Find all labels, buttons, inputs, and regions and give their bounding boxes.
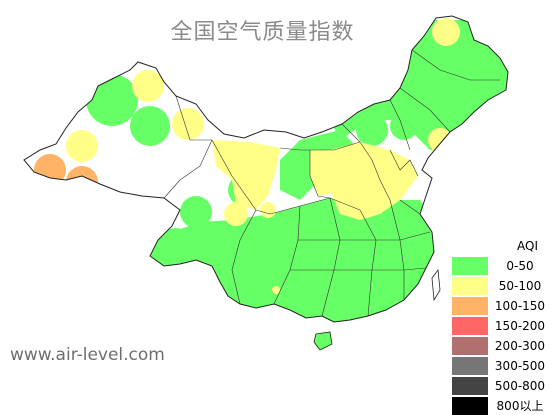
legend-label: 200-300 — [494, 338, 546, 353]
legend-swatch — [452, 356, 488, 375]
legend-item: 150-200 — [452, 315, 552, 335]
legend-swatch — [452, 396, 488, 415]
province-boundaries — [163, 49, 500, 317]
legend-swatch — [452, 256, 488, 275]
aqi-zone-west-2 — [130, 106, 170, 146]
legend-item: 800以上 — [452, 395, 552, 415]
aqi-zone-heilongjiang — [432, 18, 460, 46]
legend-items: 0-50 50-100 100-150 150-200 200-300 300-500 50… — [452, 255, 552, 415]
legend-label: 50-100 — [498, 278, 542, 293]
aqi-zone-west-3 — [180, 196, 212, 228]
aqi-zone-west-4 — [156, 228, 196, 268]
legend-item: 200-300 — [452, 335, 552, 355]
aqi-zone-north-xinjiang — [132, 70, 164, 102]
legend-label: 300-500 — [494, 358, 546, 373]
legend-swatch — [452, 336, 488, 355]
legend-item: 300-500 — [452, 355, 552, 375]
aqi-zone-qinghai — [224, 202, 248, 226]
hainan-island — [313, 331, 333, 351]
aqi-zone-central-xinjiang — [172, 108, 204, 140]
aqi-zone-kashgar — [34, 154, 66, 186]
map-title: 全国空气质量指数 — [170, 20, 355, 45]
aqi-zone-ne-1 — [406, 62, 434, 90]
legend-item: 0-50 — [452, 255, 552, 275]
aqi-legend: AQI 0-50 50-100 100-150 150-200 200-300 300-5… — [452, 238, 552, 415]
aqi-zone-sichuan-point — [260, 202, 276, 218]
legend-swatch — [452, 376, 488, 395]
aqi-zone-yunnan-point — [272, 286, 280, 294]
legend-label: 150-200 — [494, 318, 546, 333]
aqi-zone-ne-3 — [356, 114, 388, 146]
legend-swatch — [452, 276, 488, 295]
aqi-zone-hotan — [66, 166, 98, 198]
legend-swatch — [452, 296, 488, 315]
watermark[interactable]: www.air-level.com — [10, 345, 165, 365]
legend-title: AQI — [517, 239, 538, 253]
aqi-zone-west-5 — [198, 236, 226, 264]
aqi-zone-west-1 — [86, 74, 138, 126]
legend-label: 100-150 — [494, 298, 546, 313]
legend-label: 500-800 — [494, 378, 546, 393]
china-aqi-map — [23, 15, 509, 351]
legend-swatch — [452, 316, 488, 335]
legend-item: 100-150 — [452, 295, 552, 315]
aqi-zone-west-xinjiang — [66, 130, 98, 162]
taiwan-island — [431, 268, 441, 302]
aqi-zone-gansu-ningxia — [212, 140, 280, 210]
legend-label: 0-50 — [506, 258, 534, 273]
aqi-zone-ne-2 — [390, 112, 418, 140]
aqi-zone-shaanxi — [310, 150, 340, 196]
legend-item: 500-800 — [452, 375, 552, 395]
aqi-zone-liaoning — [428, 128, 452, 152]
legend-item: 50-100 — [452, 275, 552, 295]
